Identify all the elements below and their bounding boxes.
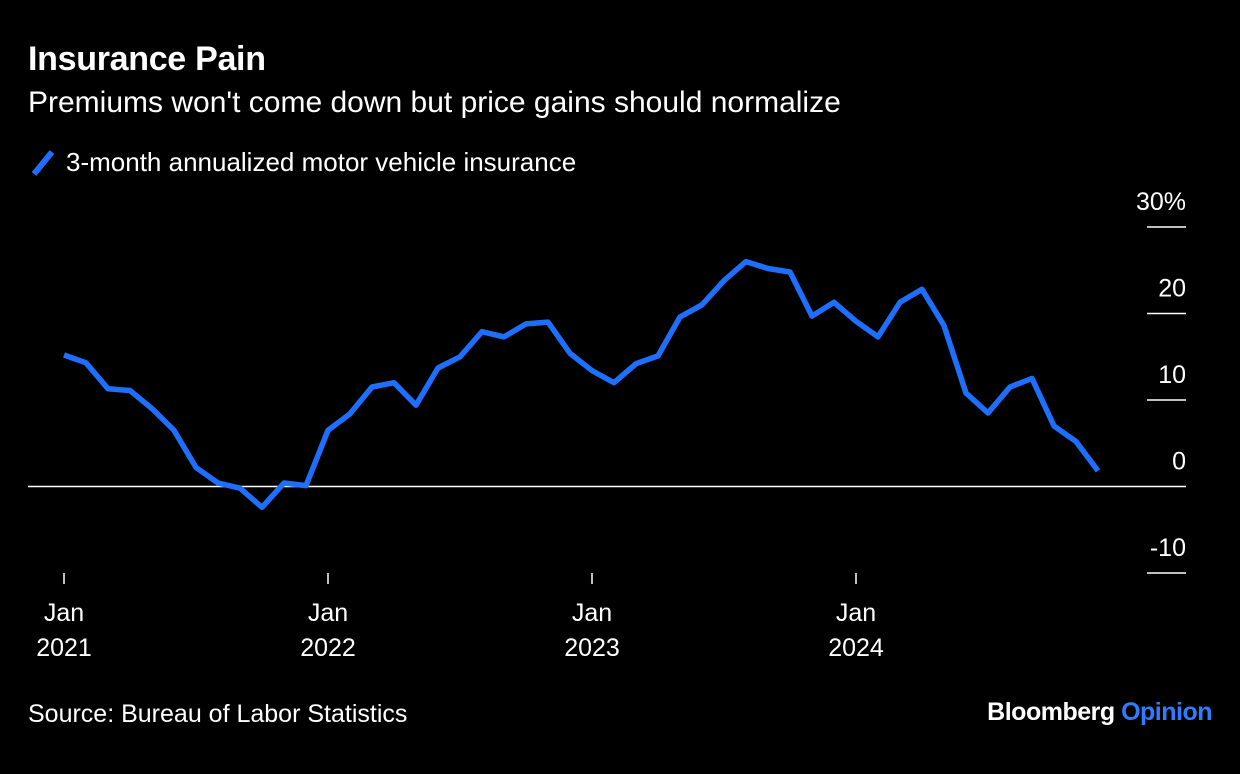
legend-swatch	[31, 149, 55, 176]
x-tick-label-year: 2021	[36, 634, 92, 662]
y-tick-label: 10	[1158, 361, 1186, 389]
legend-label: 3-month annualized motor vehicle insuran…	[66, 147, 577, 177]
x-tick-label-month: Jan	[572, 599, 612, 627]
brand-main: Bloomberg	[987, 698, 1115, 726]
x-tick-label-month: Jan	[44, 599, 84, 627]
chart-title: Insurance Pain	[28, 40, 266, 78]
x-tick-label-year: 2024	[828, 634, 884, 662]
y-tick-label: -10	[1150, 534, 1186, 562]
x-tick-label-year: 2022	[300, 634, 356, 662]
x-tick-label-month: Jan	[308, 599, 348, 627]
brand-accent: Opinion	[1121, 698, 1212, 726]
source-note: Source: Bureau of Labor Statistics	[28, 700, 408, 728]
y-tick-label: 30%	[1136, 188, 1186, 216]
brand-logo: Bloomberg Opinion	[987, 698, 1212, 727]
legend: 3-month annualized motor vehicle insuran…	[30, 147, 576, 178]
series-line	[63, 258, 1101, 511]
x-tick-label-year: 2023	[564, 634, 620, 662]
y-tick-label: 0	[1172, 448, 1186, 476]
chart-subtitle: Premiums won't come down but price gains…	[28, 86, 841, 119]
x-tick-label-month: Jan	[836, 599, 876, 627]
y-tick-label: 20	[1158, 275, 1186, 303]
